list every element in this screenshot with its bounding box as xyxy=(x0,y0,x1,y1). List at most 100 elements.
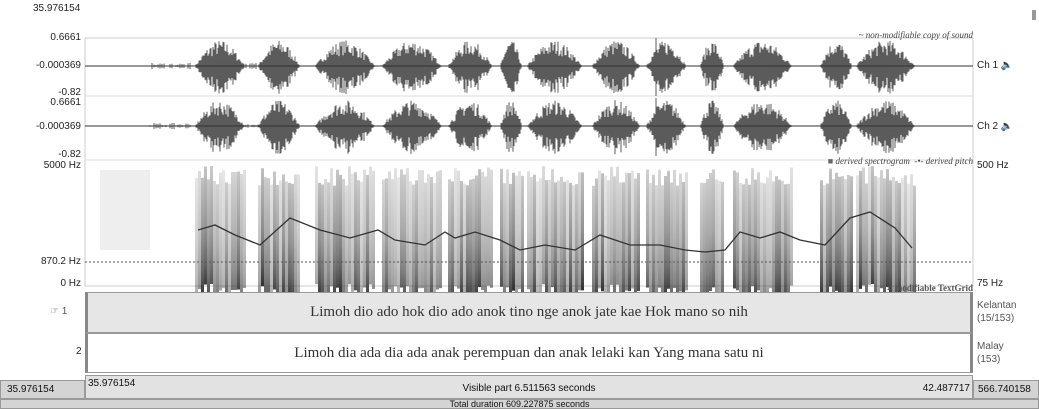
spec-column xyxy=(703,183,706,301)
spec-column xyxy=(357,180,360,298)
spec-column xyxy=(539,178,542,296)
spec-column xyxy=(781,181,784,299)
tier-2-text: Limoh dia ada dia ada anak perempuan dan… xyxy=(294,345,763,362)
spec-column xyxy=(406,168,409,286)
spec-column xyxy=(622,182,625,300)
spec-column xyxy=(652,175,655,293)
window-end[interactable]: 566.740158 xyxy=(973,380,1039,399)
spec-column xyxy=(385,178,388,296)
spec-column xyxy=(342,179,345,297)
spec-column xyxy=(478,169,481,287)
spec-column xyxy=(631,171,634,289)
spec-column xyxy=(518,171,521,289)
legend-pitch: derived pitch xyxy=(926,156,973,166)
tier-2-interval[interactable]: Limoh dia ada dia ada anak perempuan dan… xyxy=(85,333,973,373)
spec-column xyxy=(291,184,294,302)
spec-column xyxy=(475,175,478,293)
spec-column xyxy=(712,169,715,287)
spec-column xyxy=(400,170,403,288)
spec-column xyxy=(625,173,628,291)
spec-column xyxy=(382,180,385,298)
spec-column xyxy=(427,174,430,292)
spec-column xyxy=(601,173,604,291)
spec-column xyxy=(649,183,652,301)
tier-1-count: (15/153) xyxy=(977,313,1014,324)
spec-column xyxy=(670,183,673,301)
spec-column xyxy=(742,184,745,302)
tier-1-num: 1 xyxy=(62,306,68,317)
spec-column xyxy=(829,169,832,287)
spec-column xyxy=(874,176,877,294)
spec-column xyxy=(339,175,342,293)
tier-2-name-text: Malay xyxy=(977,341,1004,352)
spec-column xyxy=(327,182,330,300)
spec-column xyxy=(604,176,607,294)
spec-column xyxy=(862,167,865,285)
spec-column xyxy=(721,182,724,300)
spec-column xyxy=(415,180,418,298)
visible-bar[interactable]: 35.976154 Visible part 6.511563 seconds … xyxy=(85,375,973,399)
spec-column xyxy=(372,171,375,289)
spec-column xyxy=(784,184,787,302)
tier-1-name: Kelantan(15/153) xyxy=(977,299,1016,325)
tier-1-number[interactable]: ☞ 1 xyxy=(50,306,67,317)
freq-bottom: 0 Hz xyxy=(60,278,81,289)
spec-column xyxy=(228,184,231,302)
spec-column xyxy=(433,183,436,301)
spec-column xyxy=(363,170,366,288)
spec-column xyxy=(336,170,339,288)
spec-column xyxy=(294,174,297,292)
spec-column xyxy=(451,181,454,299)
ch2-label[interactable]: Ch 2 xyxy=(977,121,998,132)
spec-column xyxy=(225,182,228,300)
freq-cursor: 870.2 Hz xyxy=(41,256,81,267)
start-time: 35.976154 xyxy=(33,3,80,14)
spec-column xyxy=(264,177,267,295)
window-start[interactable]: 35.976154 xyxy=(0,380,85,399)
spec-column xyxy=(850,176,853,294)
spec-column xyxy=(533,175,536,293)
spec-column xyxy=(207,179,210,297)
spec-column xyxy=(769,170,772,288)
spec-column xyxy=(460,181,463,299)
spec-column xyxy=(219,172,222,290)
spec-column xyxy=(521,176,524,294)
tier-2-number[interactable]: 2 xyxy=(76,346,82,357)
spec-column xyxy=(288,183,291,301)
ch1-label[interactable]: Ch 1 xyxy=(977,60,998,71)
sound-note: ~ non-modifiable copy of sound xyxy=(859,30,973,40)
spec-column xyxy=(487,168,490,286)
spec-column xyxy=(865,184,868,302)
spec-column xyxy=(682,182,685,300)
spec-column xyxy=(500,169,503,287)
spec-column xyxy=(348,166,351,284)
spec-column xyxy=(213,181,216,299)
ch1-mid: -0.000369 xyxy=(36,60,81,71)
spec-column xyxy=(655,185,658,303)
ch2-mid: -0.000369 xyxy=(36,121,81,132)
spec-column xyxy=(676,186,679,304)
spec-column xyxy=(832,179,835,297)
spec-column xyxy=(243,170,246,288)
spec-column xyxy=(403,175,406,293)
spec-column xyxy=(515,176,518,294)
spec-column xyxy=(892,177,895,295)
spec-column xyxy=(397,177,400,295)
spec-column xyxy=(904,175,907,293)
spec-column xyxy=(204,167,207,285)
spec-column xyxy=(276,185,279,303)
spec-column xyxy=(388,171,391,289)
spec-column xyxy=(838,177,841,295)
pitch-bottom: 75 Hz xyxy=(977,278,1003,289)
spec-column xyxy=(360,182,363,300)
tier-1-interval[interactable]: Limoh dio ado hok dio ado anok tino nge … xyxy=(85,292,973,333)
spec-column xyxy=(569,183,572,301)
spec-column xyxy=(545,180,548,298)
total-duration[interactable]: Total duration 609.227875 seconds xyxy=(0,399,1039,409)
spec-column xyxy=(658,170,661,288)
spec-column xyxy=(231,172,234,290)
spec-column xyxy=(757,172,760,290)
spec-column xyxy=(436,171,439,289)
spec-column xyxy=(454,168,457,286)
spec-column xyxy=(667,171,670,289)
